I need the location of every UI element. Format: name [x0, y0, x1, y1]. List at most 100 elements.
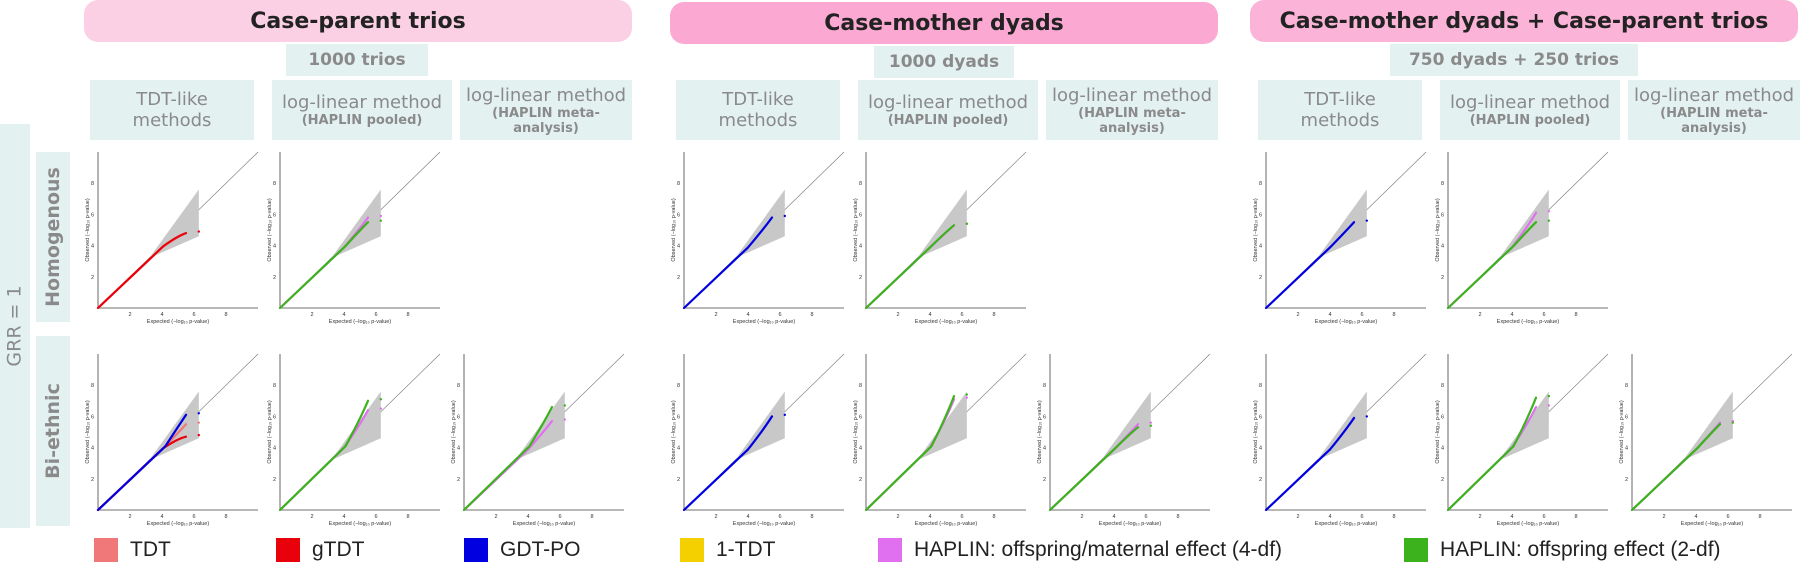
x-axis-label: Expected (−log₁₀ p-value) [147, 521, 210, 527]
qq-plot-g0-r1-c0: 2 4 6 8 2 4 6 8 Expected (−log₁₀ p-value) Observe… [85, 353, 259, 527]
x-tick-label: 4 [342, 312, 345, 318]
column-header-g0-c1: log-linear method (HAPLIN pooled) [272, 80, 452, 140]
column-header-g1-c1: log-linear method (HAPLIN pooled) [858, 80, 1038, 140]
x-tick-label: 4 [746, 514, 749, 520]
column-header-line2: (HAPLIN meta-analysis) [492, 105, 600, 136]
x-tick-label: 8 [1176, 514, 1179, 520]
qq-series-gdt-po [96, 413, 188, 512]
qq-series-haplin-offspring-effect-2-df- [1446, 221, 1538, 310]
x-tick-label: 8 [810, 514, 813, 520]
x-tick-label: 2 [310, 514, 313, 520]
y-tick-label: 4 [1043, 446, 1046, 452]
y-axis-label: Observed (−log₁₀ p-value) [451, 400, 457, 463]
x-tick-label: 8 [1574, 312, 1577, 318]
column-header-line2: (HAPLIN meta-analysis) [1078, 105, 1186, 136]
y-tick-label: 6 [1441, 212, 1444, 218]
column-header-line1: log-linear method [1051, 84, 1213, 106]
confidence-band [1683, 391, 1733, 461]
sample-size-trios: 1000 trios [286, 44, 428, 76]
column-header-g2-c2: log-linear method (HAPLIN meta-analysis) [1628, 80, 1800, 140]
x-tick-label: 8 [224, 514, 227, 520]
qq-series-haplin-offspring-effect-2-df- [462, 405, 554, 512]
qq-plot-g0-r0-c0: 2 4 6 8 2 4 6 8 Expected (−log₁₀ p-value) Observe… [85, 151, 259, 325]
confidence-band [149, 391, 199, 461]
column-header-line1: log-linear method [867, 92, 1029, 113]
qq-top-point [1547, 210, 1550, 213]
column-header-g1-c2: log-linear method (HAPLIN meta-analysis) [1046, 80, 1218, 140]
y-tick-label: 4 [859, 244, 862, 250]
x-axis-label: Expected (−log₁₀ p-value) [1497, 319, 1560, 325]
x-tick-label: 4 [1510, 514, 1513, 520]
x-tick-label: 2 [128, 312, 131, 318]
y-axis-label: Observed (−log₁₀ p-value) [853, 198, 859, 261]
sample-size-dyads: 1000 dyads [874, 46, 1014, 78]
y-tick-label: 6 [273, 212, 276, 218]
y-tick-label: 6 [859, 212, 862, 218]
x-axis-label: Expected (−log₁₀ p-value) [329, 319, 392, 325]
row-label-homogenous: Homogenous [36, 152, 70, 322]
qq-plot-g0-r1-c1: 2 4 6 8 2 4 6 8 Expected (−log₁₀ p-value) Observe… [267, 353, 441, 527]
qq-top-point [1365, 415, 1368, 418]
column-header-line2: methods [718, 110, 798, 131]
y-tick-label: 2 [1259, 275, 1262, 281]
qq-series-haplin-offspring-maternal-effect-4-df- [278, 409, 370, 512]
qq-series-haplin-offspring-effect-2-df- [278, 399, 370, 512]
confidence-band [149, 189, 199, 259]
column-header-line1: log-linear method [281, 92, 443, 113]
column-header-line2: (HAPLIN pooled) [301, 113, 423, 128]
column-header-g1-c0: TDT-like methods [676, 80, 840, 140]
qq-top-point [1547, 404, 1550, 407]
x-tick-label: 2 [714, 312, 717, 318]
x-tick-label: 2 [1080, 514, 1083, 520]
y-tick-label: 2 [457, 477, 460, 483]
y-axis-label: Observed (−log₁₀ p-value) [1435, 198, 1441, 261]
x-axis-label: Expected (−log₁₀ p-value) [1099, 521, 1162, 527]
legend-label: HAPLIN: offspring effect (2-df) [1440, 538, 1721, 561]
qq-plot-g2-r0-c0: 2 4 6 8 2 4 6 8 Expected (−log₁₀ p-value) Observe… [1253, 151, 1427, 325]
column-header-line2: methods [1300, 110, 1380, 131]
x-axis-label: Expected (−log₁₀ p-value) [733, 319, 796, 325]
qq-plot-g1-r1-c0: 2 4 6 8 2 4 6 8 Expected (−log₁₀ p-value) Observe… [671, 353, 845, 527]
x-tick-label: 6 [960, 514, 963, 520]
y-tick-label: 2 [859, 275, 862, 281]
group-title: Case-parent trios [250, 8, 466, 34]
legend-item-tdt: TDT [94, 538, 171, 562]
x-tick-label: 6 [960, 312, 963, 318]
group-banner-trios: Case-parent trios [84, 0, 632, 42]
qq-series-haplin-offspring-effect-2-df- [278, 221, 370, 310]
legend-swatch [1404, 538, 1428, 562]
x-tick-label: 2 [714, 514, 717, 520]
y-tick-label: 2 [1441, 275, 1444, 281]
legend-label: 1-TDT [716, 538, 776, 561]
qq-series-haplin-offspring-effect-2-df- [864, 395, 956, 512]
y-tick-label: 8 [677, 181, 680, 187]
y-tick-label: 4 [1259, 446, 1262, 452]
qq-series-haplin-offspring-maternal-effect-4-df- [1446, 405, 1538, 512]
qq-top-point [379, 214, 382, 218]
x-tick-label: 6 [1360, 514, 1363, 520]
x-tick-label: 2 [1478, 514, 1481, 520]
x-tick-label: 2 [896, 312, 899, 318]
x-tick-label: 8 [590, 514, 593, 520]
x-tick-label: 8 [992, 312, 995, 318]
confidence-band [515, 391, 565, 461]
confidence-band [331, 189, 381, 259]
qq-plot-g0-r0-c1: 2 4 6 8 2 4 6 8 Expected (−log₁₀ p-value) Observe… [267, 151, 441, 325]
column-header-line1: TDT-like [136, 89, 208, 110]
y-axis-label: Observed (−log₁₀ p-value) [267, 198, 273, 261]
x-tick-label: 8 [224, 312, 227, 318]
qq-top-point [379, 219, 382, 222]
column-header-line2: (HAPLIN pooled) [887, 113, 1009, 128]
x-axis-label: Expected (−log₁₀ p-value) [1315, 521, 1378, 527]
y-tick-label: 8 [1259, 383, 1262, 389]
y-tick-label: 4 [91, 244, 94, 250]
legend-swatch [94, 538, 118, 562]
y-tick-label: 6 [859, 414, 862, 420]
y-tick-label: 8 [1441, 383, 1444, 389]
y-tick-label: 4 [91, 446, 94, 452]
qq-plot-g1-r0-c0: 2 4 6 8 2 4 6 8 Expected (−log₁₀ p-value) Observe… [671, 151, 845, 325]
qq-top-point [197, 230, 200, 233]
x-tick-label: 8 [1574, 514, 1577, 520]
y-tick-label: 8 [1625, 383, 1628, 389]
y-tick-label: 6 [273, 414, 276, 420]
